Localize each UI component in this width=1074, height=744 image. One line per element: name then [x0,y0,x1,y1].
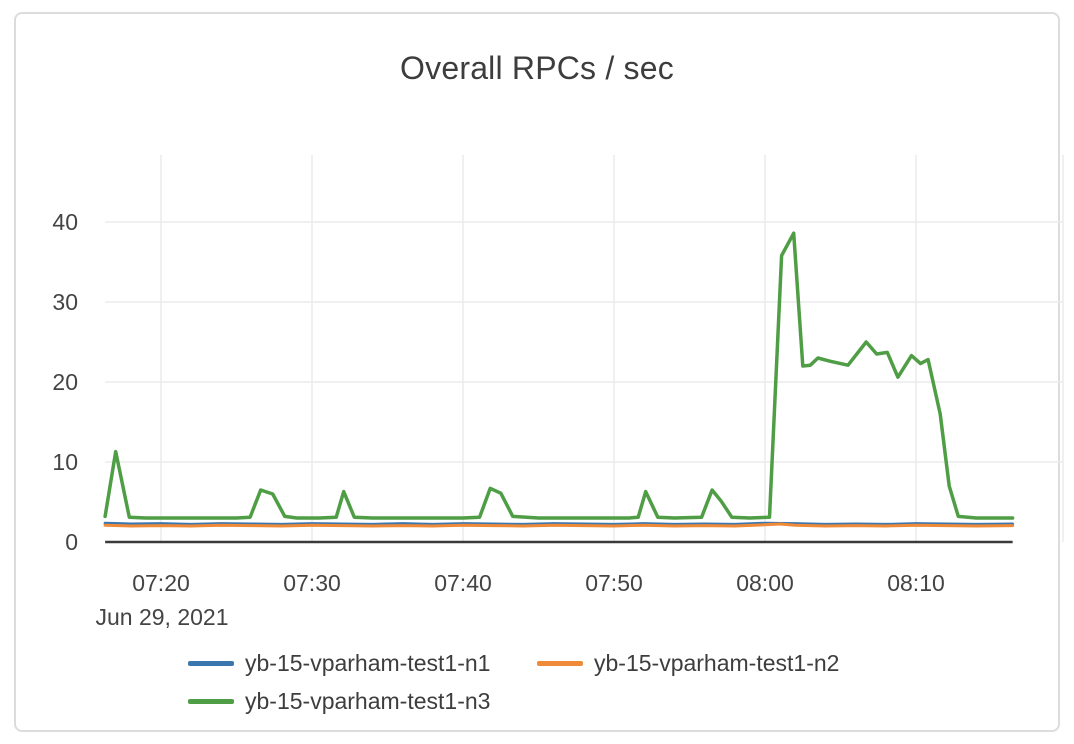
series-line-yb-15-vparham-test1-n1[interactable] [103,521,1015,526]
x-tick-label-07:40: 07:40 [434,570,492,596]
y-tick-label-30: 30 [52,289,78,315]
chart-title: Overall RPCs / sec [400,50,674,86]
x-axis-date-label: Jun 29, 2021 [95,604,229,630]
legend: yb-15-vparham-test1-n1 yb-15-vparham-test… [0,648,1074,716]
chart-card [14,12,1060,732]
legend-swatch-yb-15-vparham-test1-n2 [537,660,583,666]
y-tick-label-0: 0 [65,529,78,555]
legend-label: yb-15-vparham-test1-n1 [245,649,491,676]
series-line-yb-15-vparham-test1-n3[interactable] [103,231,1015,520]
legend-item-yb-15-vparham-test1-n2[interactable]: yb-15-vparham-test1-n2 [537,648,886,678]
legend-swatch-yb-15-vparham-test1-n3 [188,698,234,704]
x-tick-label-08:10: 08:10 [887,570,945,596]
x-tick-label-08:00: 08:00 [736,570,794,596]
x-tick-label-07:20: 07:20 [132,570,190,596]
x-tick-label-07:30: 07:30 [283,570,341,596]
legend-label: yb-15-vparham-test1-n2 [594,649,840,676]
legend-item-yb-15-vparham-test1-n1[interactable]: yb-15-vparham-test1-n1 [188,648,537,678]
legend-item-yb-15-vparham-test1-n3[interactable]: yb-15-vparham-test1-n3 [188,686,537,716]
legend-label: yb-15-vparham-test1-n3 [245,687,491,714]
legend-swatch-yb-15-vparham-test1-n1 [188,660,234,666]
y-tick-label-10: 10 [52,449,78,475]
y-tick-label-40: 40 [52,209,78,235]
y-tick-label-20: 20 [52,369,78,395]
series-line-yb-15-vparham-test1-n2[interactable] [103,522,1015,528]
x-tick-label-07:50: 07:50 [585,570,643,596]
